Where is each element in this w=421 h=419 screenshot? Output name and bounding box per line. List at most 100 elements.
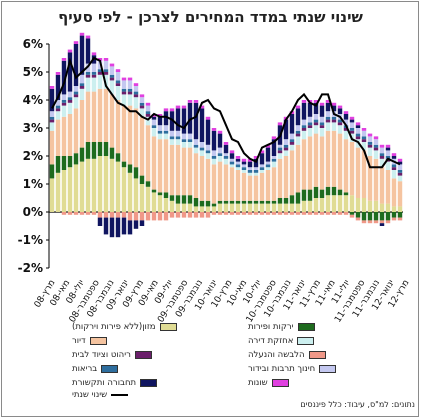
legend-swatch — [89, 337, 107, 345]
bar-segment — [331, 186, 337, 196]
bar-segment — [301, 189, 307, 201]
bar-segment — [181, 105, 187, 109]
bar-segment — [157, 139, 163, 193]
bar-segment — [325, 116, 331, 120]
bar-segment — [217, 212, 223, 215]
bar-segment — [373, 139, 379, 145]
bar-segment — [295, 203, 301, 212]
bar-segment — [67, 52, 73, 92]
bar-segment — [55, 172, 61, 212]
bar-segment — [325, 130, 331, 187]
bar-segment — [79, 83, 85, 86]
bar-segment — [139, 94, 145, 98]
legend-swatch — [140, 379, 158, 387]
bar-segment — [181, 195, 187, 204]
bar-segment — [55, 105, 61, 109]
bar-segment — [229, 150, 235, 154]
bar-segment — [379, 158, 385, 168]
bar-segment — [241, 161, 247, 165]
bar-segment — [49, 164, 55, 179]
bar-segment — [115, 153, 121, 162]
bar-segment — [61, 58, 67, 61]
bar-segment — [301, 130, 307, 140]
bar-segment — [289, 195, 295, 204]
bar-segment — [151, 116, 157, 120]
bar-segment — [391, 164, 397, 168]
bar-segment — [67, 167, 73, 212]
bar-segment — [241, 203, 247, 212]
bar-segment — [307, 128, 313, 137]
bar-segment — [343, 192, 349, 196]
bar-segment — [271, 136, 277, 140]
bar-segment — [259, 172, 265, 201]
bar-segment — [79, 88, 85, 100]
bar-segment — [109, 217, 115, 238]
bar-segment — [325, 119, 331, 123]
bar-segment — [103, 60, 109, 70]
bar-segment — [229, 212, 235, 215]
bar-segment — [109, 66, 115, 75]
bar-segment — [181, 142, 187, 148]
bar-segment — [199, 150, 205, 156]
bar-segment — [247, 167, 253, 170]
bar-segment — [67, 156, 73, 168]
bar-segment — [301, 128, 307, 131]
bar-segment — [211, 212, 217, 215]
bar-segment — [301, 119, 307, 126]
bar-segment — [139, 102, 145, 106]
bar-segment — [103, 212, 109, 218]
bar-segment — [181, 108, 187, 134]
bar-segment — [103, 142, 109, 156]
bar-segment — [109, 77, 115, 81]
bar-segment — [271, 156, 277, 159]
bar-segment — [265, 167, 271, 170]
y-tick-label: 1% — [23, 177, 43, 191]
bar-segment — [307, 136, 313, 190]
bar-segment — [175, 136, 181, 140]
bar-segment — [145, 102, 151, 106]
bar-segment — [301, 125, 307, 128]
bar-segment — [355, 128, 361, 134]
bar-segment — [97, 156, 103, 212]
bar-segment — [271, 158, 277, 162]
bar-segment — [319, 122, 325, 126]
bar-segment — [175, 108, 181, 131]
bar-segment — [397, 170, 403, 173]
bar-segment — [271, 203, 277, 212]
bar-segment — [361, 198, 367, 212]
bar-segment — [331, 212, 337, 215]
bar-segment — [355, 198, 361, 212]
bar-segment — [55, 111, 61, 120]
bar-segment — [391, 153, 397, 156]
bar-segment — [283, 150, 289, 156]
bar-segment — [139, 97, 145, 103]
bar-segment — [367, 133, 373, 137]
bar-segment — [127, 88, 133, 92]
legend-label: תחבורה ותקשורת — [72, 378, 137, 388]
bar-segment — [49, 116, 55, 120]
bar-segment — [205, 116, 211, 120]
bar-segment — [373, 200, 379, 212]
bar-segment — [241, 158, 247, 162]
bar-segment — [295, 108, 301, 126]
bar-segment — [325, 122, 331, 131]
bar-segment — [295, 144, 301, 193]
bar-segment — [79, 147, 85, 162]
bar-segment — [247, 203, 253, 212]
bar-segment — [67, 91, 73, 98]
bar-segment — [169, 195, 175, 201]
legend-item: תחבורה ותקשורת — [72, 378, 158, 388]
bar-segment — [73, 97, 79, 109]
bar-segment — [79, 100, 85, 148]
bar-segment — [115, 100, 121, 154]
bar-segment — [325, 186, 331, 196]
bar-segment — [391, 178, 397, 207]
legend: מזון(ללא פירות וירקות) ירקות ופירות דיור אח… — [72, 322, 372, 400]
annual-change-line — [51, 56, 401, 169]
bar-segment — [121, 80, 127, 89]
bar-segment — [109, 74, 115, 78]
bar-segment — [391, 167, 397, 170]
bar-segment — [373, 144, 379, 148]
bar-segment — [349, 119, 355, 123]
bar-segment — [367, 212, 373, 221]
